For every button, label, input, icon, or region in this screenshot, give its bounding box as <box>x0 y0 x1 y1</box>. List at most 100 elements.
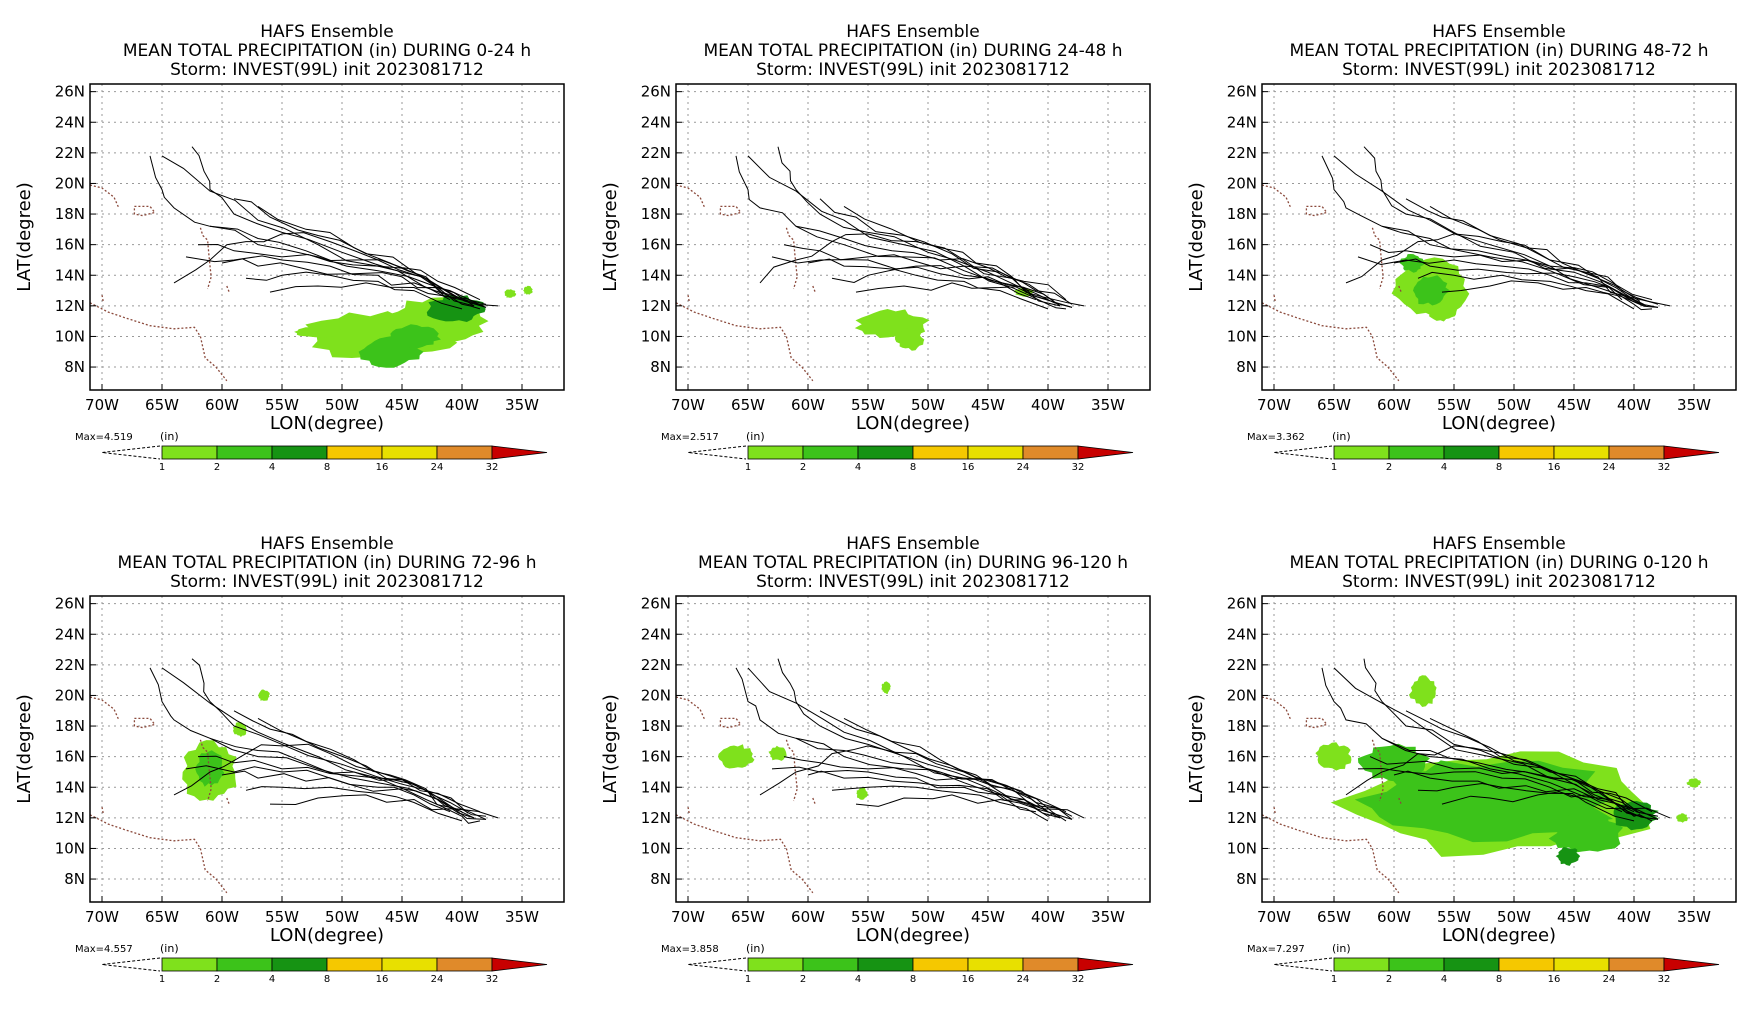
x-tick-label: 40W <box>1031 396 1065 414</box>
y-tick-label: 24N <box>641 625 671 643</box>
coastline <box>719 205 742 217</box>
ensemble-track <box>843 205 1085 307</box>
y-tick-label: 18N <box>55 205 85 223</box>
colorbar-unit-label: (in) <box>160 430 179 443</box>
y-tick-label: 8N <box>650 870 671 888</box>
panel-storm-line: Storm: INVEST(99L) init 2023081712 <box>756 60 1070 80</box>
y-axis-label: LAT(degree) <box>14 182 35 291</box>
y-tick-label: 20N <box>641 174 671 192</box>
colorbar-low-triangle <box>101 445 161 460</box>
x-tick-label: 70W <box>85 396 119 414</box>
ensemble-track <box>233 710 487 817</box>
x-tick-label: 55W <box>1437 396 1471 414</box>
y-tick-label: 22N <box>55 656 85 674</box>
colorbar-tick-label: 4 <box>269 974 275 985</box>
coastline <box>101 806 104 814</box>
coastline <box>812 797 816 805</box>
y-tick-label: 18N <box>1227 717 1257 735</box>
coastline <box>812 285 816 293</box>
x-tick-label: 70W <box>1257 908 1291 926</box>
y-tick-label: 8N <box>1236 870 1257 888</box>
ensemble-track <box>1369 244 1635 301</box>
colorbar-tick-label: 24 <box>431 974 444 985</box>
coastline <box>676 696 706 721</box>
y-tick-label: 12N <box>55 809 85 827</box>
y-axis-label: LAT(degree) <box>1186 182 1207 291</box>
coastline <box>1305 205 1328 217</box>
max-value-label: Max=3.362 <box>1247 432 1305 443</box>
colorbar-unit-label: (in) <box>1332 430 1351 443</box>
coastline <box>133 205 156 217</box>
x-tick-label: 45W <box>971 908 1005 926</box>
y-tick-label: 26N <box>641 595 671 613</box>
colorbar-swatch <box>1498 445 1555 460</box>
x-tick-label: 50W <box>325 908 359 926</box>
ensemble-track <box>1369 756 1635 813</box>
y-tick-label: 12N <box>55 297 85 315</box>
y-tick-label: 16N <box>1227 748 1257 766</box>
y-tick-label: 24N <box>641 113 671 131</box>
x-tick-label: 45W <box>385 908 419 926</box>
coastline <box>676 302 814 382</box>
ensemble-track <box>161 667 481 824</box>
y-axis-label: LAT(degree) <box>600 694 621 803</box>
x-tick-label: 40W <box>1031 908 1065 926</box>
ensemble-track <box>1417 782 1635 822</box>
panel-title: HAFS Ensemble <box>846 22 979 42</box>
x-axis-label: LON(degree) <box>1442 925 1556 946</box>
coastline <box>1273 294 1276 302</box>
coastline <box>1262 814 1400 894</box>
y-tick-label: 22N <box>55 144 85 162</box>
map-area <box>1262 84 1736 390</box>
x-tick-label: 35W <box>1091 908 1125 926</box>
x-tick-label: 65W <box>1317 396 1351 414</box>
precip-area <box>1548 812 1623 853</box>
y-tick-label: 8N <box>650 358 671 376</box>
y-tick-label: 10N <box>55 327 85 345</box>
x-tick-label: 35W <box>1677 908 1711 926</box>
precip-area <box>1399 254 1425 273</box>
x-tick-label: 45W <box>1557 396 1591 414</box>
map-frame <box>675 595 1151 903</box>
ensemble-track <box>1321 155 1647 307</box>
colorbar-high-triangle <box>1663 957 1720 972</box>
y-tick-label: 10N <box>641 839 671 857</box>
y-tick-label: 24N <box>55 625 85 643</box>
colorbar-swatch <box>1333 957 1390 972</box>
map-area <box>90 596 564 902</box>
colorbar-tick-label: 16 <box>962 462 975 473</box>
y-axis-label: LAT(degree) <box>1186 694 1207 803</box>
colorbar-tick-label: 24 <box>1017 462 1030 473</box>
coastline <box>226 797 230 805</box>
colorbar-swatch <box>1443 957 1500 972</box>
ensemble-track <box>1429 717 1671 819</box>
x-tick-label: 70W <box>1257 396 1291 414</box>
precip-area <box>294 326 344 338</box>
x-tick-label: 60W <box>1377 396 1411 414</box>
max-value-label: Max=2.517 <box>661 432 719 443</box>
colorbar-tick-label: 32 <box>486 462 499 473</box>
precip-area <box>1676 813 1689 823</box>
map-frame <box>1261 83 1737 391</box>
colorbar-tick-label: 2 <box>800 462 806 473</box>
ensemble-track <box>1393 770 1647 819</box>
coastline <box>676 184 706 209</box>
colorbar-tick-label: 8 <box>910 462 916 473</box>
x-tick-label: 70W <box>671 908 705 926</box>
ensemble-track <box>1429 205 1671 307</box>
colorbar-swatch <box>436 445 493 460</box>
colorbar-tick-label: 32 <box>486 974 499 985</box>
y-tick-label: 20N <box>55 686 85 704</box>
y-tick-label: 16N <box>641 748 671 766</box>
ensemble-track <box>1393 258 1647 307</box>
ensemble-track <box>759 745 1055 814</box>
x-axis-label: LON(degree) <box>1442 413 1556 434</box>
panel-storm-line: Storm: INVEST(99L) init 2023081712 <box>170 572 484 592</box>
y-tick-label: 20N <box>1227 174 1257 192</box>
ensemble-track <box>1363 146 1659 308</box>
coastline <box>1398 285 1402 293</box>
y-tick-label: 10N <box>55 839 85 857</box>
y-tick-label: 10N <box>641 327 671 345</box>
ensemble-track <box>735 667 1061 819</box>
